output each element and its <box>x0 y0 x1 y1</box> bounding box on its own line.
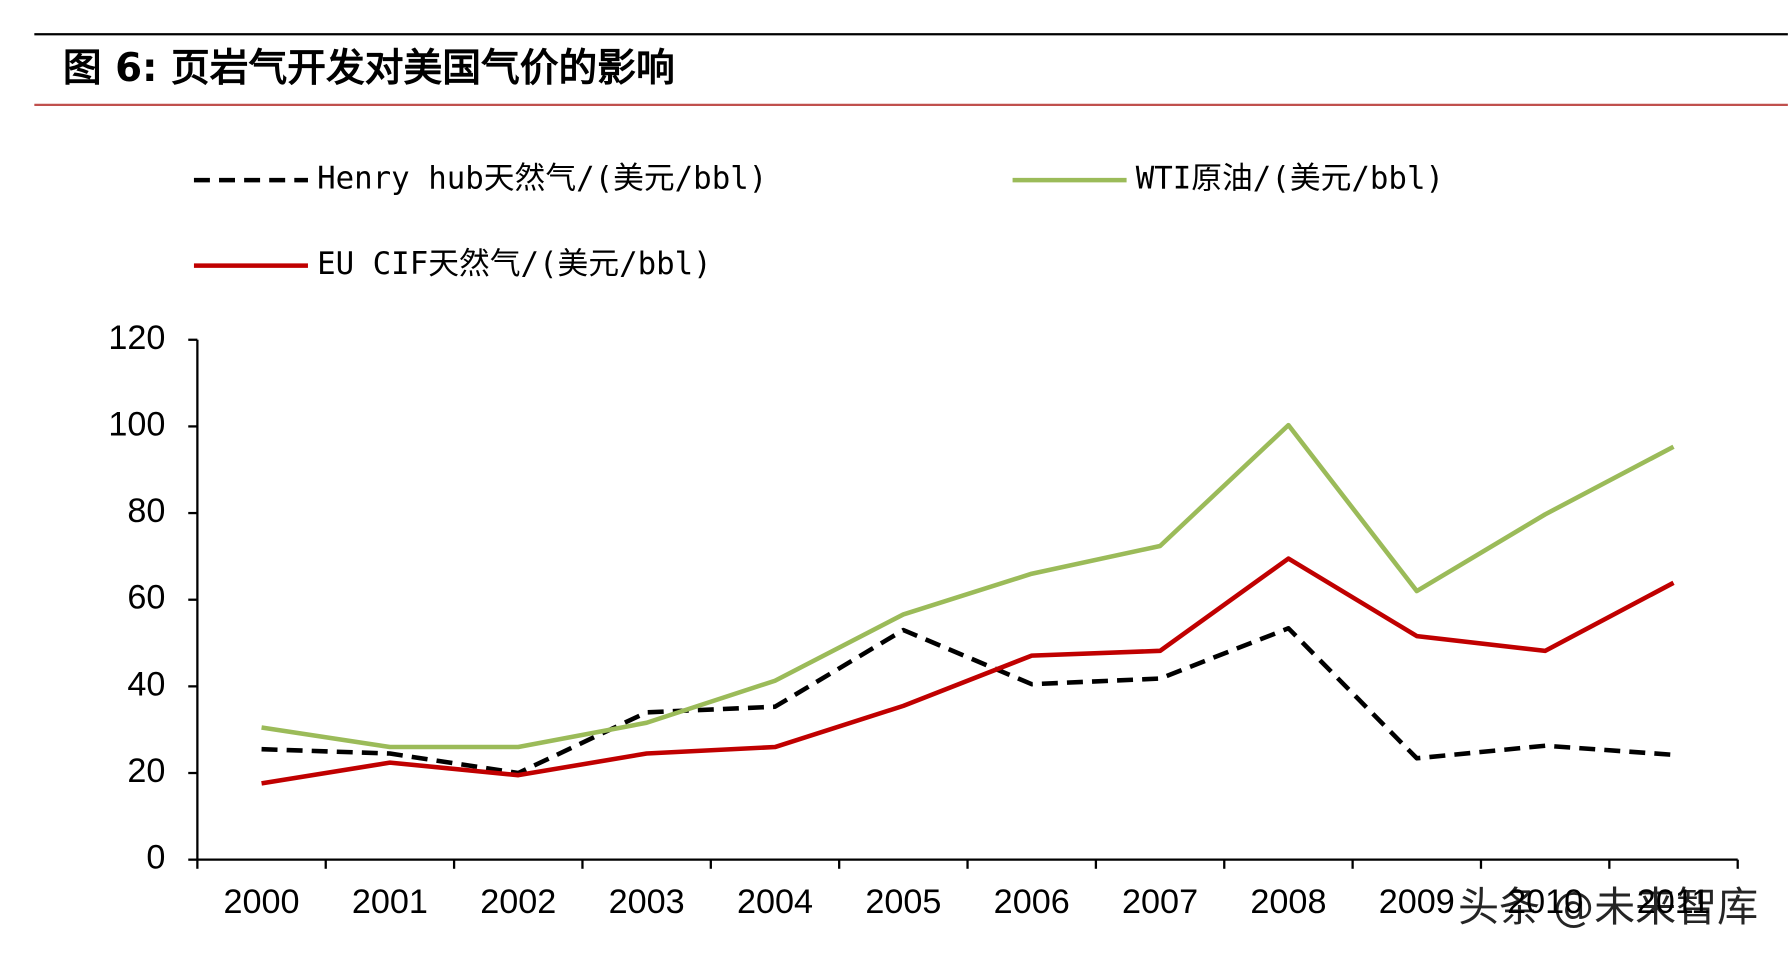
y-tick-label: 20 <box>127 752 165 790</box>
x-tick-label: 2008 <box>1250 883 1326 921</box>
x-tick-label: 2003 <box>609 883 685 921</box>
y-tick-label: 60 <box>127 579 165 617</box>
y-tick-label: 120 <box>108 319 165 357</box>
y-tick-label: 0 <box>146 839 165 877</box>
x-tick-label: 2002 <box>480 883 556 921</box>
x-tick-label: 2009 <box>1379 883 1455 921</box>
x-tick-label: 2004 <box>737 883 813 921</box>
x-tick-label: 2000 <box>224 883 300 921</box>
x-tick-label: 2011 <box>1637 883 1711 921</box>
x-tick-label: 2001 <box>352 883 428 921</box>
legend-label: WTI原油/(美元/bbl) <box>1136 161 1444 197</box>
series-line <box>261 556 1675 786</box>
x-tick-label: 2007 <box>1122 883 1198 921</box>
legend-label: EU CIF天然气/(美元/bbl) <box>317 246 712 282</box>
chart-title: 图 6: 页岩气开发对美国气价的影响 <box>63 46 675 91</box>
legend-label: Henry hub天然气/(美元/bbl) <box>317 161 767 197</box>
watermark: 头条 @未来智库 <box>1458 883 1758 931</box>
y-tick-label: 80 <box>127 492 165 530</box>
x-tick-label: 2006 <box>994 883 1070 921</box>
x-tick-label: 2005 <box>865 883 941 921</box>
series-line <box>261 626 1674 776</box>
series-line <box>261 422 1675 750</box>
y-tick-label: 40 <box>127 665 165 703</box>
x-tick-label: 2010 <box>1507 883 1583 921</box>
y-tick-label: 100 <box>108 405 165 443</box>
